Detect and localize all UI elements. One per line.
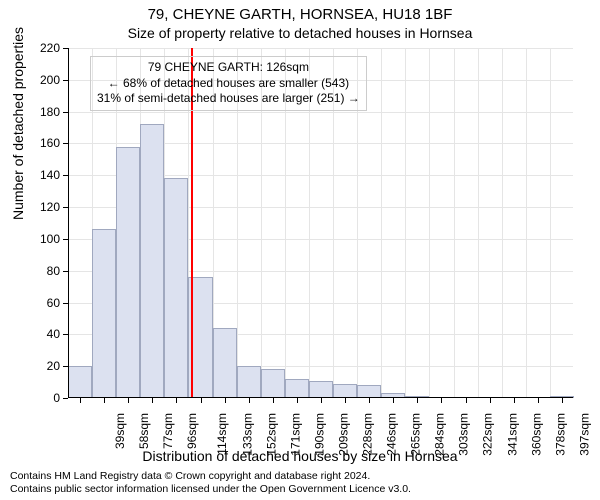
xtick-label: 77sqm — [161, 413, 175, 449]
histogram-bar — [213, 328, 237, 398]
gridline-h — [68, 48, 573, 49]
y-axis-line — [68, 48, 69, 398]
xtick-mark — [538, 398, 539, 403]
xtick-label: 209sqm — [337, 413, 351, 456]
ytick-label: 80 — [30, 264, 60, 278]
xtick-mark — [417, 398, 418, 403]
xtick-mark — [176, 398, 177, 403]
gridline-v — [502, 48, 503, 398]
xtick-mark — [441, 398, 442, 403]
gridline-v — [526, 48, 527, 398]
xtick-mark — [514, 398, 515, 403]
annotation-line-2: ← 68% of detached houses are smaller (54… — [97, 76, 360, 92]
xtick-label: 133sqm — [240, 413, 254, 456]
histogram-bar — [92, 229, 116, 398]
xtick-mark — [225, 398, 226, 403]
ytick-label: 60 — [30, 296, 60, 310]
xtick-mark — [466, 398, 467, 403]
histogram-bar — [68, 366, 92, 398]
ytick-mark — [63, 398, 68, 399]
xtick-mark — [273, 398, 274, 403]
xtick-label: 284sqm — [433, 413, 447, 456]
chart-subtitle: Size of property relative to detached ho… — [0, 25, 600, 41]
gridline-v — [454, 48, 455, 398]
xtick-mark — [321, 398, 322, 403]
chart-title: 79, CHEYNE GARTH, HORNSEA, HU18 1BF — [0, 6, 600, 23]
xtick-mark — [104, 398, 105, 403]
xtick-mark — [249, 398, 250, 403]
xtick-label: 322sqm — [481, 413, 495, 456]
xtick-mark — [345, 398, 346, 403]
xtick-label: 58sqm — [137, 413, 151, 449]
gridline-h — [68, 112, 573, 113]
xtick-mark — [369, 398, 370, 403]
xtick-label: 171sqm — [288, 413, 302, 456]
annotation-line-1: 79 CHEYNE GARTH: 126sqm — [97, 60, 360, 76]
xtick-label: 303sqm — [457, 413, 471, 456]
xtick-label: 265sqm — [409, 413, 423, 456]
ytick-label: 120 — [30, 200, 60, 214]
xtick-mark — [80, 398, 81, 403]
xtick-mark — [152, 398, 153, 403]
xtick-label: 152sqm — [264, 413, 278, 456]
xtick-label: 341sqm — [505, 413, 519, 456]
xtick-mark — [201, 398, 202, 403]
xtick-label: 228sqm — [361, 413, 375, 456]
xtick-label: 378sqm — [553, 413, 567, 456]
xtick-label: 397sqm — [578, 413, 592, 456]
histogram-bar — [333, 384, 357, 398]
plot-area: 79 CHEYNE GARTH: 126sqm← 68% of detached… — [68, 48, 573, 398]
xtick-label: 96sqm — [185, 413, 199, 449]
footer-line-2: Contains public sector information licen… — [10, 483, 411, 496]
ytick-label: 160 — [30, 136, 60, 150]
xtick-mark — [297, 398, 298, 403]
gridline-v — [550, 48, 551, 398]
ytick-label: 220 — [30, 41, 60, 55]
gridline-v — [429, 48, 430, 398]
xtick-mark — [128, 398, 129, 403]
histogram-bar — [116, 147, 140, 398]
y-axis-label: Number of detached properties — [10, 27, 26, 220]
xtick-mark — [490, 398, 491, 403]
xtick-label: 190sqm — [313, 413, 327, 456]
x-axis-line — [68, 397, 573, 398]
ytick-label: 180 — [30, 105, 60, 119]
xtick-mark — [393, 398, 394, 403]
footer-line-1: Contains HM Land Registry data © Crown c… — [10, 470, 411, 483]
gridline-v — [405, 48, 406, 398]
xtick-label: 39sqm — [113, 413, 127, 449]
histogram-bar — [164, 178, 188, 398]
histogram-bar — [309, 381, 333, 399]
gridline-v — [381, 48, 382, 398]
xtick-mark — [562, 398, 563, 403]
histogram-bar — [285, 379, 309, 398]
histogram-bar — [261, 369, 285, 398]
ytick-label: 0 — [30, 391, 60, 405]
xtick-label: 360sqm — [529, 413, 543, 456]
ytick-label: 40 — [30, 327, 60, 341]
footer-attribution: Contains HM Land Registry data © Crown c… — [10, 470, 411, 496]
ytick-label: 140 — [30, 168, 60, 182]
xtick-label: 114sqm — [215, 413, 229, 455]
histogram-bar — [140, 124, 164, 398]
gridline-v — [478, 48, 479, 398]
ytick-label: 20 — [30, 359, 60, 373]
xtick-label: 246sqm — [385, 413, 399, 456]
ytick-label: 200 — [30, 73, 60, 87]
annotation-box: 79 CHEYNE GARTH: 126sqm← 68% of detached… — [90, 56, 367, 111]
annotation-line-3: 31% of semi-detached houses are larger (… — [97, 91, 360, 107]
histogram-bar — [237, 366, 261, 398]
ytick-label: 100 — [30, 232, 60, 246]
